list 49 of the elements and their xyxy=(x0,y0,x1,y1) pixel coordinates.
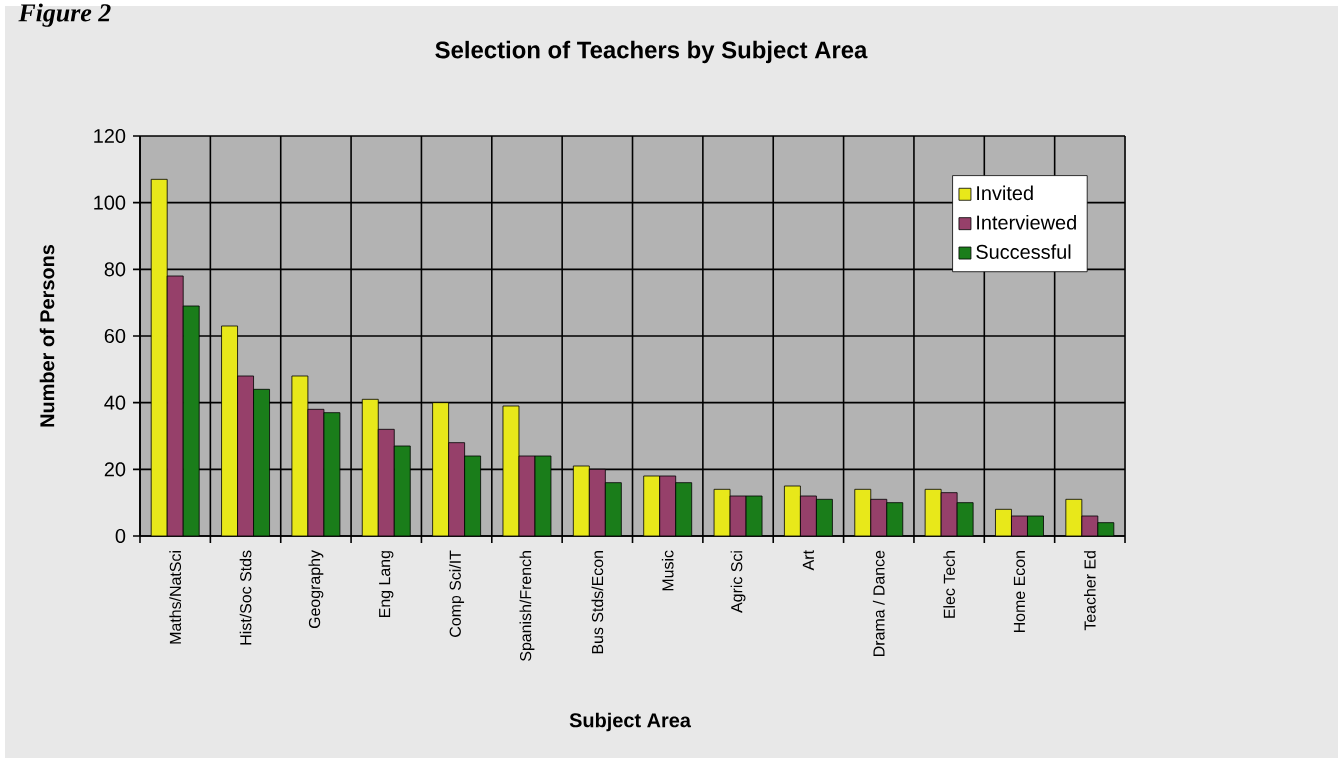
bar xyxy=(588,468,606,536)
bar xyxy=(221,325,238,536)
x-tick-label: Art xyxy=(802,550,814,571)
x-tick-label: Comp Sci/IT xyxy=(449,550,465,637)
bar xyxy=(659,475,677,536)
x-tick-label: Teacher Ed xyxy=(1083,551,1096,631)
x-tick-label: Music xyxy=(661,550,674,591)
x-tick-label: Maths/NatSci xyxy=(169,551,182,644)
bar xyxy=(393,445,411,536)
y-tick-label: 80 xyxy=(104,262,126,277)
bar xyxy=(675,482,693,536)
x-tick-label: Elec Tech xyxy=(943,551,955,618)
bar xyxy=(643,475,661,536)
y-tick-label: 60 xyxy=(104,328,126,344)
bar xyxy=(886,502,904,536)
x-tick-label: Bus Stds/Econ xyxy=(591,551,604,654)
x-tick-label: Spanish/French xyxy=(519,551,535,661)
bar xyxy=(448,442,466,536)
bar xyxy=(377,428,395,536)
legend-label: Interviewed xyxy=(977,214,1076,230)
x-tick-label: Home Econ xyxy=(1013,551,1026,633)
chart-title: Selection of Teachers by Subject Area xyxy=(435,40,868,64)
y-tick-label: 0 xyxy=(115,528,126,544)
x-tick-label: Geography xyxy=(308,550,324,629)
x-tick-label: Hist/Soc Stds xyxy=(239,550,252,645)
bar xyxy=(182,305,200,536)
bar xyxy=(432,402,450,536)
bar xyxy=(464,455,482,536)
bar xyxy=(361,398,379,536)
bar xyxy=(854,488,872,536)
legend-label: Successful xyxy=(976,244,1071,259)
x-tick-label: Agric Sci xyxy=(730,551,746,613)
bar xyxy=(604,482,622,536)
bar xyxy=(784,485,801,536)
x-tick-label: Drama / Dance xyxy=(872,550,885,656)
bar xyxy=(150,178,168,536)
y-tick-label: 20 xyxy=(104,462,126,477)
legend-label: Invited xyxy=(977,185,1033,201)
bar xyxy=(166,275,184,536)
bar xyxy=(253,388,270,536)
y-tick-label: 120 xyxy=(94,128,126,144)
y-tick-label: 40 xyxy=(104,395,126,410)
bar xyxy=(237,375,254,536)
caption: Figure 2 xyxy=(18,3,111,27)
x-tick-label: Eng Lang xyxy=(379,551,394,617)
y-tick-label: 100 xyxy=(94,195,126,210)
y-axis-title: Number of Persons xyxy=(39,244,55,427)
x-axis-title: Subject Area xyxy=(569,712,692,732)
bar xyxy=(572,465,590,536)
